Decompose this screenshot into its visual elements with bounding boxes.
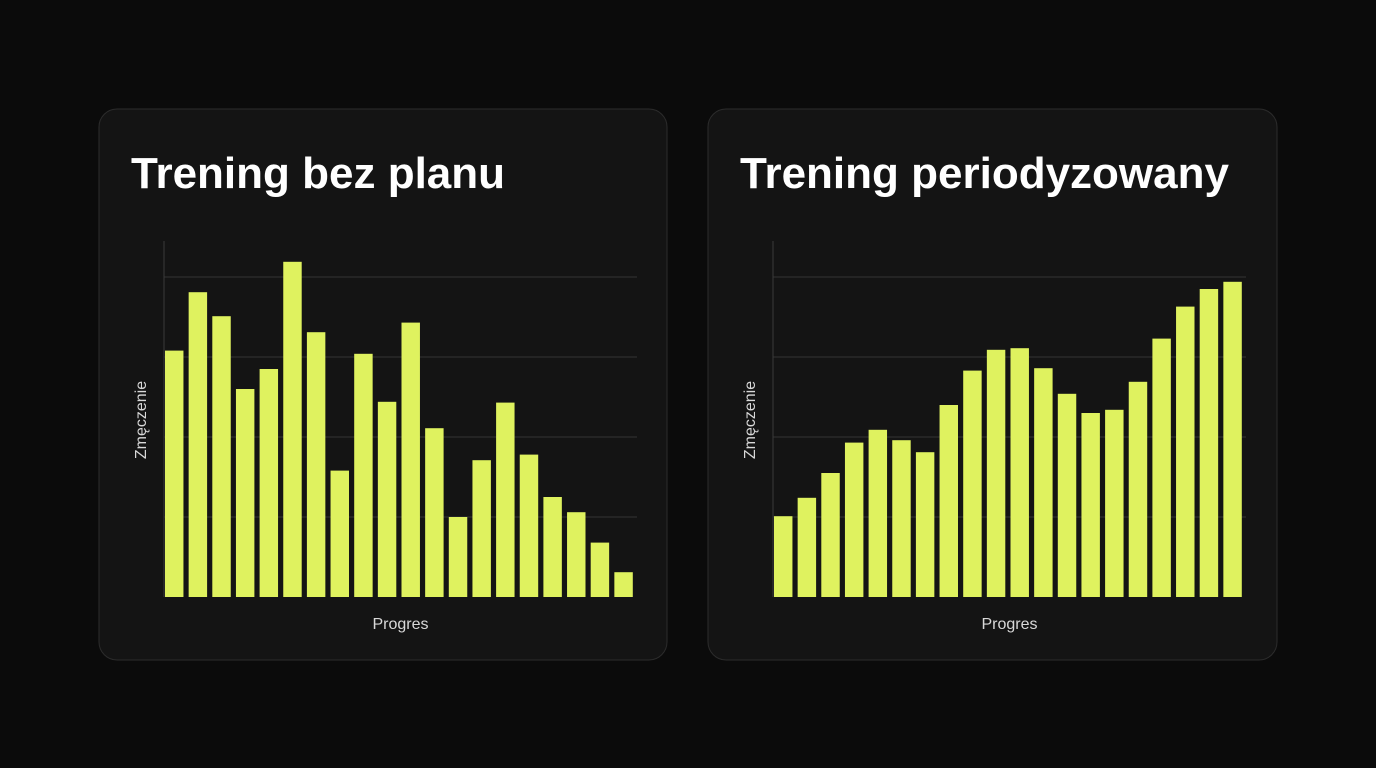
bar [165,350,184,597]
bar [774,516,793,597]
chart-title: Trening periodyzowany [740,149,1229,198]
bar [401,322,420,597]
bar [496,402,515,597]
bar [1176,306,1195,597]
bar [472,460,491,597]
bar [306,332,326,597]
bar [986,349,1006,597]
bar [212,316,231,597]
bar [235,389,255,597]
bar [354,353,373,597]
chart-title: Trening bez planu [131,149,505,198]
bar [1034,368,1053,597]
bar [543,497,562,597]
bar [377,401,397,597]
bar [425,428,444,597]
bar [1128,381,1148,597]
bar [1152,338,1171,597]
bar [1199,289,1219,597]
bar [821,473,840,597]
bar [614,572,633,597]
x-axis-label: Progres [981,616,1037,633]
bar [1105,409,1124,597]
bar [259,369,279,597]
y-axis-label: Zmęczenie [133,381,150,459]
bar [963,370,982,597]
bar [939,405,958,597]
bar [519,454,539,597]
bar [1057,393,1077,597]
bar [1010,348,1029,597]
bar [283,261,302,597]
bar [330,470,349,597]
bar [567,512,586,597]
y-axis-label: Zmęczenie [742,381,759,459]
x-axis-label: Progres [372,616,428,633]
bar [892,440,911,597]
bar [797,497,817,597]
bar [868,429,888,597]
bar [1081,413,1100,597]
bar [188,292,208,597]
bar [448,517,468,597]
bar [844,442,864,597]
bar [915,452,935,597]
bar [1223,281,1242,597]
bar [590,542,610,597]
